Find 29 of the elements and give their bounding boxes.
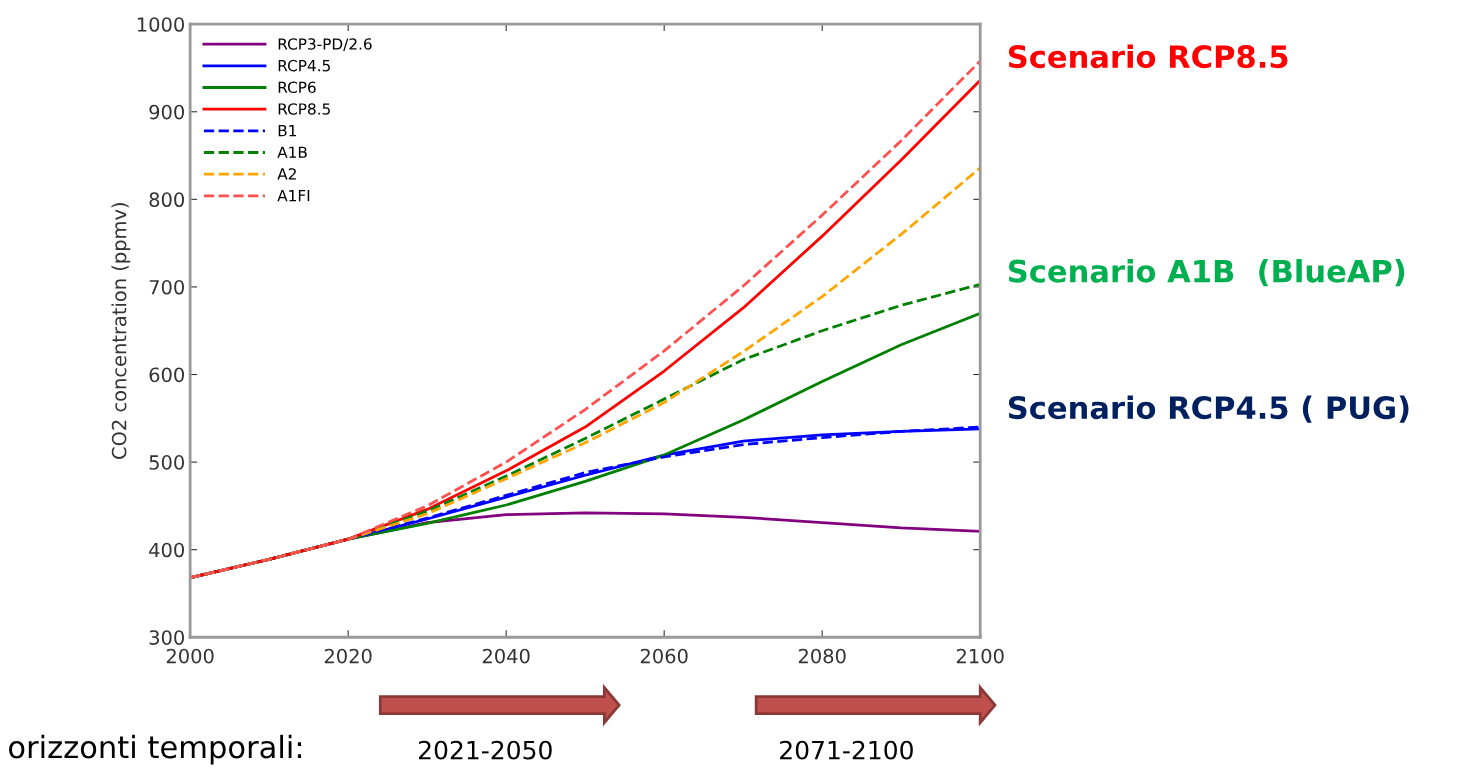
legend-label: A1B [277,146,307,158]
y-tick-label: 600 [149,367,184,383]
x-tick-label: 2020 [324,648,372,664]
x-tick-label: 2040 [482,648,530,664]
legend-label: A2 [277,168,296,180]
legend-label: B1 [278,125,297,137]
legend-label: RCP8.5 [278,103,330,115]
x-tick-label: 2080 [798,648,846,664]
text: Scenario RCP8.5 [1008,44,1288,69]
y-tick-label: 400 [149,542,184,558]
y-tick-label: 700 [149,279,184,295]
y-axis-title: CO2 concentration (ppmv) [111,203,131,459]
legend-label: RCP3-PD/2.6 [278,38,372,51]
text: orizzonti temporali: [9,734,302,765]
legend-label: A1FI [277,190,310,202]
x-tick-label: 2000 [166,648,214,664]
y-tick-label: 800 [149,192,184,208]
y-tick-label: 500 [149,455,184,470]
legend-label: RCP4.5 [278,59,330,72]
x-tick-label: 2100 [956,648,1004,664]
text: Scenario RCP4.5 ( PUG) [1008,395,1409,423]
x-tick-label: 2060 [640,648,688,664]
y-tick-label: 1000 [137,17,184,32]
text: Scenario A1B (BlueAP) [1008,259,1405,287]
legend-label: RCP6 [278,81,316,94]
text: 2021-2050 [418,740,552,760]
y-tick-label: 900 [149,104,184,120]
text: 2071-2100 [780,740,913,760]
y-tick-label: 300 [149,630,184,645]
